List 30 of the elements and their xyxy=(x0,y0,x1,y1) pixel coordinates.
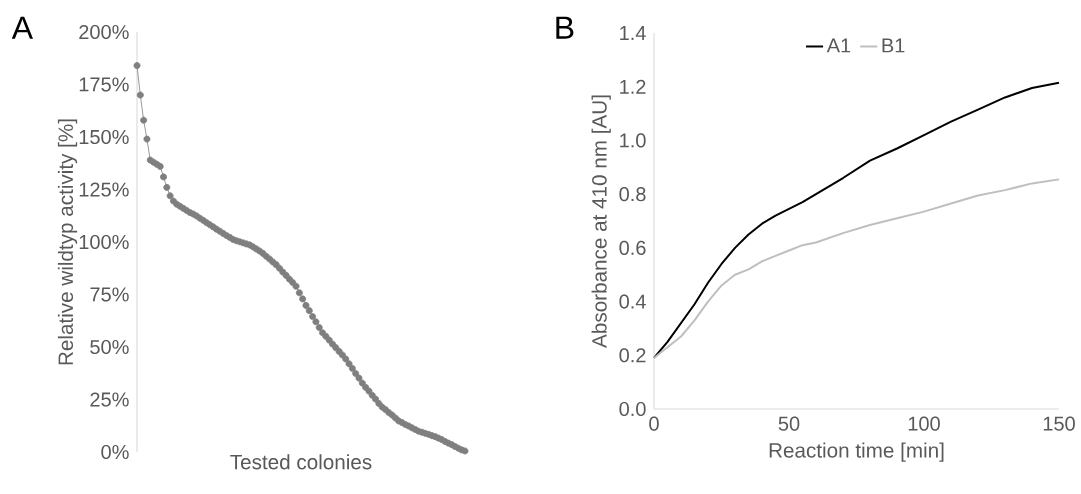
y-tick-label: 0.0 xyxy=(619,401,646,417)
line-series xyxy=(653,178,1061,359)
y-tick-label: 1.0 xyxy=(620,133,646,148)
y-tick-label: 0% xyxy=(101,444,129,460)
x-tick-label: 50 xyxy=(778,416,800,431)
x-axis-title: Reaction time [min] xyxy=(769,442,944,462)
y-axis-title: Absorbance at 410 nm [AU] xyxy=(591,95,611,348)
y-tick-label: 200% xyxy=(79,24,129,40)
y-tick-label: 0.4 xyxy=(619,294,646,309)
x-axis-title: Tested colonies xyxy=(230,454,372,470)
y-tick-label: 0.8 xyxy=(619,187,646,202)
y-tick-label: 75% xyxy=(90,287,129,302)
y-axis-title: Relative wildtyp activity [%] xyxy=(57,119,78,365)
y-tick-label: 125% xyxy=(79,182,129,197)
x-tick-label: 100 xyxy=(908,416,940,431)
y-tick-label: 0.2 xyxy=(619,348,646,363)
text: B xyxy=(556,16,574,39)
y-tick-label: 1.4 xyxy=(620,26,646,40)
y-tick-label: 0.6 xyxy=(619,240,646,255)
x-tick-label: 0 xyxy=(649,416,659,431)
y-tick-label: 25% xyxy=(90,392,129,407)
legend-label: B1 xyxy=(882,38,905,53)
x-tick-label: 150 xyxy=(1043,416,1075,431)
y-tick-label: 100% xyxy=(79,234,129,250)
legend-label: A1 xyxy=(826,38,851,53)
y-tick-label: 150% xyxy=(79,129,129,145)
y-tick-label: 1.2 xyxy=(620,79,646,94)
y-tick-label: 50% xyxy=(90,339,129,355)
text: A xyxy=(11,16,33,39)
y-tick-label: 175% xyxy=(79,77,129,92)
